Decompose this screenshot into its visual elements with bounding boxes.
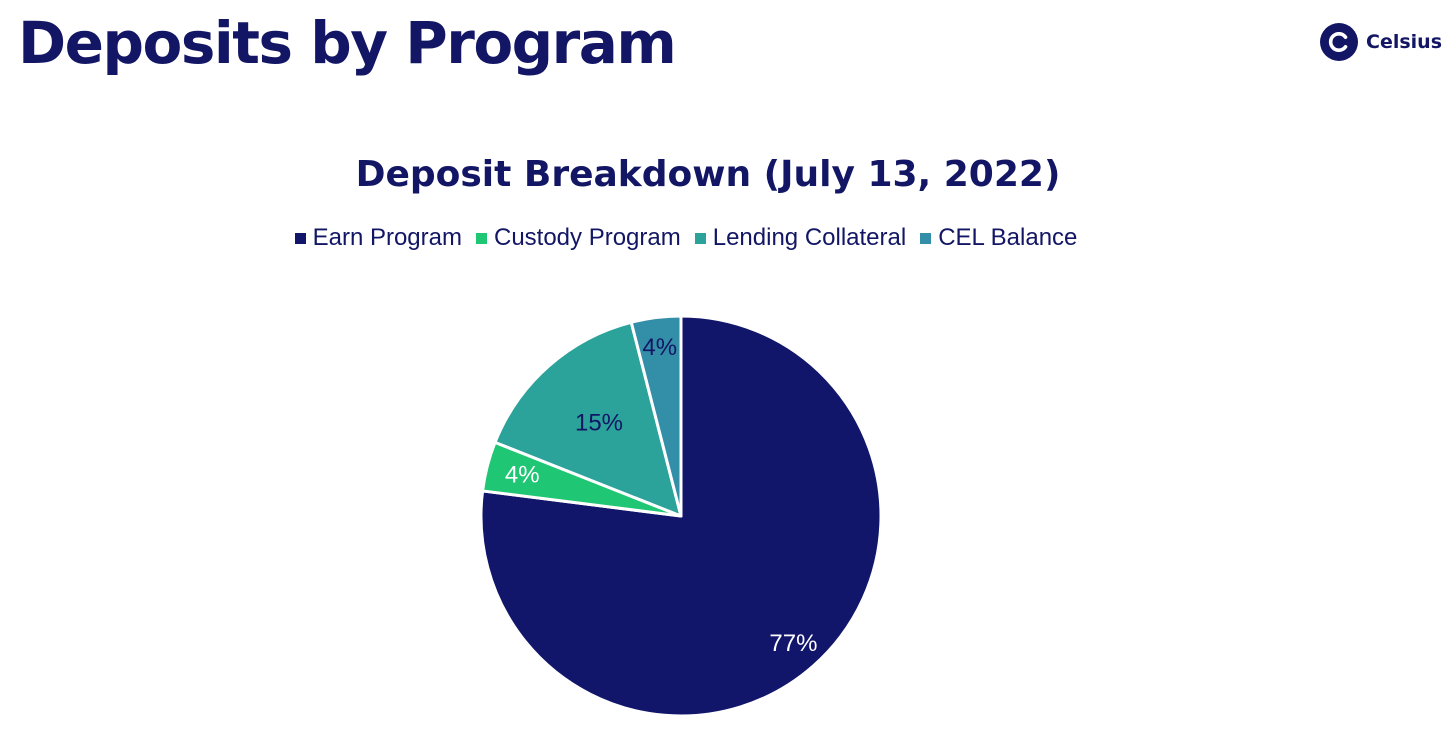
page-title: Deposits by Program bbox=[18, 9, 677, 77]
legend-item-custody: Custody Program bbox=[475, 224, 681, 252]
pie-label-lending: 15% bbox=[575, 410, 623, 437]
celsius-logo-icon bbox=[1320, 23, 1358, 61]
pie-labels: 77% 4% 15% 4% bbox=[505, 334, 818, 657]
chart-legend: Earn Program Custody Program Lending Col… bbox=[0, 222, 1372, 254]
legend-item-lending: Lending Collateral bbox=[694, 224, 907, 252]
brand-name: Celsius bbox=[1366, 31, 1442, 53]
pie-slice-lending bbox=[493, 320, 683, 518]
legend-item-earn: Earn Program bbox=[294, 224, 462, 252]
legend-label-earn: Earn Program bbox=[312, 224, 462, 251]
legend-label-custody: Custody Program bbox=[493, 224, 681, 251]
pie-label-cel: 4% bbox=[642, 334, 677, 361]
legend-swatch-cel bbox=[920, 232, 932, 244]
pie-label-earn: 77% bbox=[769, 630, 817, 657]
chart-title: Deposit Breakdown (July 13, 2022) bbox=[355, 154, 1061, 195]
legend-item-cel: CEL Balance bbox=[920, 224, 1077, 252]
legend-swatch-custody bbox=[475, 232, 487, 244]
pie-slice-cel bbox=[629, 314, 683, 518]
legend-label-lending: Lending Collateral bbox=[712, 224, 907, 251]
pie-slices bbox=[479, 314, 883, 718]
legend-swatch-lending bbox=[694, 232, 706, 244]
brand-logo: Celsius bbox=[1319, 22, 1442, 62]
legend-swatch-earn bbox=[294, 232, 306, 244]
legend-label-cel: CEL Balance bbox=[938, 224, 1078, 251]
pie-label-custody: 4% bbox=[505, 462, 540, 489]
